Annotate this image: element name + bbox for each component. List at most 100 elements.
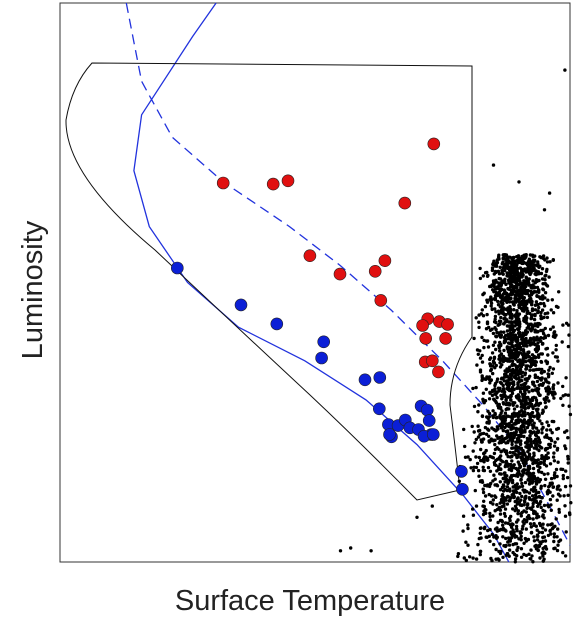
field-star-point bbox=[561, 323, 565, 327]
field-star-point bbox=[519, 534, 523, 539]
field-star-point bbox=[497, 253, 501, 257]
field-star-point bbox=[493, 412, 497, 417]
field-star-point bbox=[504, 402, 508, 407]
field-star-point bbox=[538, 301, 543, 306]
field-star-point bbox=[524, 367, 529, 371]
field-star-point bbox=[535, 442, 539, 446]
field-star-point bbox=[527, 474, 531, 478]
field-star-point bbox=[520, 337, 524, 341]
field-star-point bbox=[522, 425, 526, 429]
field-star-point bbox=[530, 494, 535, 498]
field-star-point bbox=[461, 529, 465, 533]
field-star-point bbox=[511, 278, 515, 282]
red-star-point bbox=[441, 318, 454, 331]
field-star-point bbox=[497, 403, 501, 408]
field-star-point bbox=[503, 411, 508, 415]
field-star-point bbox=[554, 343, 558, 348]
field-star-point bbox=[497, 441, 501, 445]
field-star-point bbox=[543, 400, 547, 405]
field-star-point bbox=[543, 326, 547, 331]
field-star-point bbox=[498, 542, 502, 546]
field-star-point bbox=[525, 515, 530, 519]
field-star-point bbox=[495, 390, 499, 395]
field-star-point bbox=[475, 363, 479, 367]
field-star-point bbox=[466, 543, 470, 547]
field-star-point bbox=[524, 520, 529, 524]
field-star-point bbox=[501, 395, 505, 399]
field-star-point bbox=[509, 468, 514, 473]
field-star-point bbox=[508, 489, 512, 493]
field-star-point bbox=[499, 449, 504, 453]
field-star-point bbox=[526, 457, 530, 461]
field-star-point bbox=[519, 555, 524, 559]
field-star-point bbox=[535, 515, 539, 520]
field-star-point bbox=[527, 491, 532, 495]
field-star-point bbox=[498, 472, 502, 476]
field-star-point bbox=[521, 461, 525, 465]
field-star-point bbox=[514, 488, 518, 492]
field-star-point bbox=[512, 308, 516, 312]
field-star-point bbox=[507, 403, 512, 407]
field-star-point bbox=[514, 440, 518, 444]
field-star-point bbox=[558, 538, 563, 542]
field-star-point bbox=[489, 367, 494, 372]
field-star-point bbox=[508, 537, 512, 542]
field-star-point bbox=[498, 361, 502, 365]
field-star-point bbox=[494, 262, 498, 267]
field-star-point bbox=[488, 500, 493, 505]
field-star-point bbox=[520, 458, 524, 462]
field-star-point bbox=[515, 497, 520, 501]
field-star-point bbox=[515, 468, 520, 472]
field-star-point bbox=[499, 377, 504, 381]
field-star-point bbox=[496, 323, 500, 327]
field-star-point bbox=[538, 445, 543, 449]
field-star-point bbox=[502, 291, 507, 296]
field-star-point bbox=[546, 472, 550, 476]
field-star-point bbox=[520, 473, 524, 477]
field-star-point bbox=[547, 505, 551, 509]
field-star-point bbox=[528, 311, 532, 316]
field-star-point bbox=[556, 426, 561, 431]
field-star-point bbox=[524, 275, 528, 279]
field-star-point bbox=[535, 279, 539, 283]
field-star-point bbox=[489, 304, 493, 308]
field-star-point bbox=[480, 440, 484, 444]
field-star-point bbox=[503, 337, 507, 341]
field-star-point bbox=[474, 465, 479, 470]
field-star-point bbox=[496, 436, 500, 440]
field-star-point bbox=[466, 523, 470, 527]
field-star-point bbox=[488, 391, 492, 395]
field-star-point bbox=[481, 292, 485, 297]
field-star-point bbox=[498, 265, 502, 269]
field-star-point bbox=[542, 472, 546, 476]
field-star-point bbox=[533, 476, 537, 480]
field-star-point bbox=[556, 359, 560, 363]
field-star-point bbox=[508, 395, 513, 399]
field-star-point bbox=[536, 415, 540, 419]
field-star-point bbox=[535, 335, 539, 339]
field-star-point bbox=[466, 455, 470, 459]
field-star-point bbox=[528, 430, 532, 434]
field-star-point bbox=[536, 367, 541, 372]
field-star-point bbox=[514, 432, 518, 437]
field-star-point bbox=[515, 354, 520, 359]
field-star-point bbox=[500, 269, 504, 274]
field-star-point bbox=[543, 291, 548, 295]
field-star-point bbox=[564, 530, 568, 534]
field-star-point bbox=[483, 494, 488, 498]
field-star-point bbox=[532, 539, 537, 543]
red-star-point bbox=[216, 176, 230, 190]
field-star-point bbox=[509, 290, 514, 294]
field-star-point bbox=[531, 461, 535, 466]
field-star-point bbox=[540, 308, 545, 312]
field-star-point bbox=[513, 560, 517, 564]
field-star-point bbox=[497, 312, 501, 316]
field-star-point bbox=[506, 294, 510, 298]
field-star-point bbox=[497, 319, 502, 323]
field-star-point bbox=[554, 348, 558, 352]
field-star-point bbox=[551, 455, 556, 459]
blue-star-point bbox=[373, 371, 387, 384]
field-star-point bbox=[522, 541, 526, 545]
field-star-point bbox=[516, 511, 520, 516]
field-star-point bbox=[541, 425, 545, 430]
